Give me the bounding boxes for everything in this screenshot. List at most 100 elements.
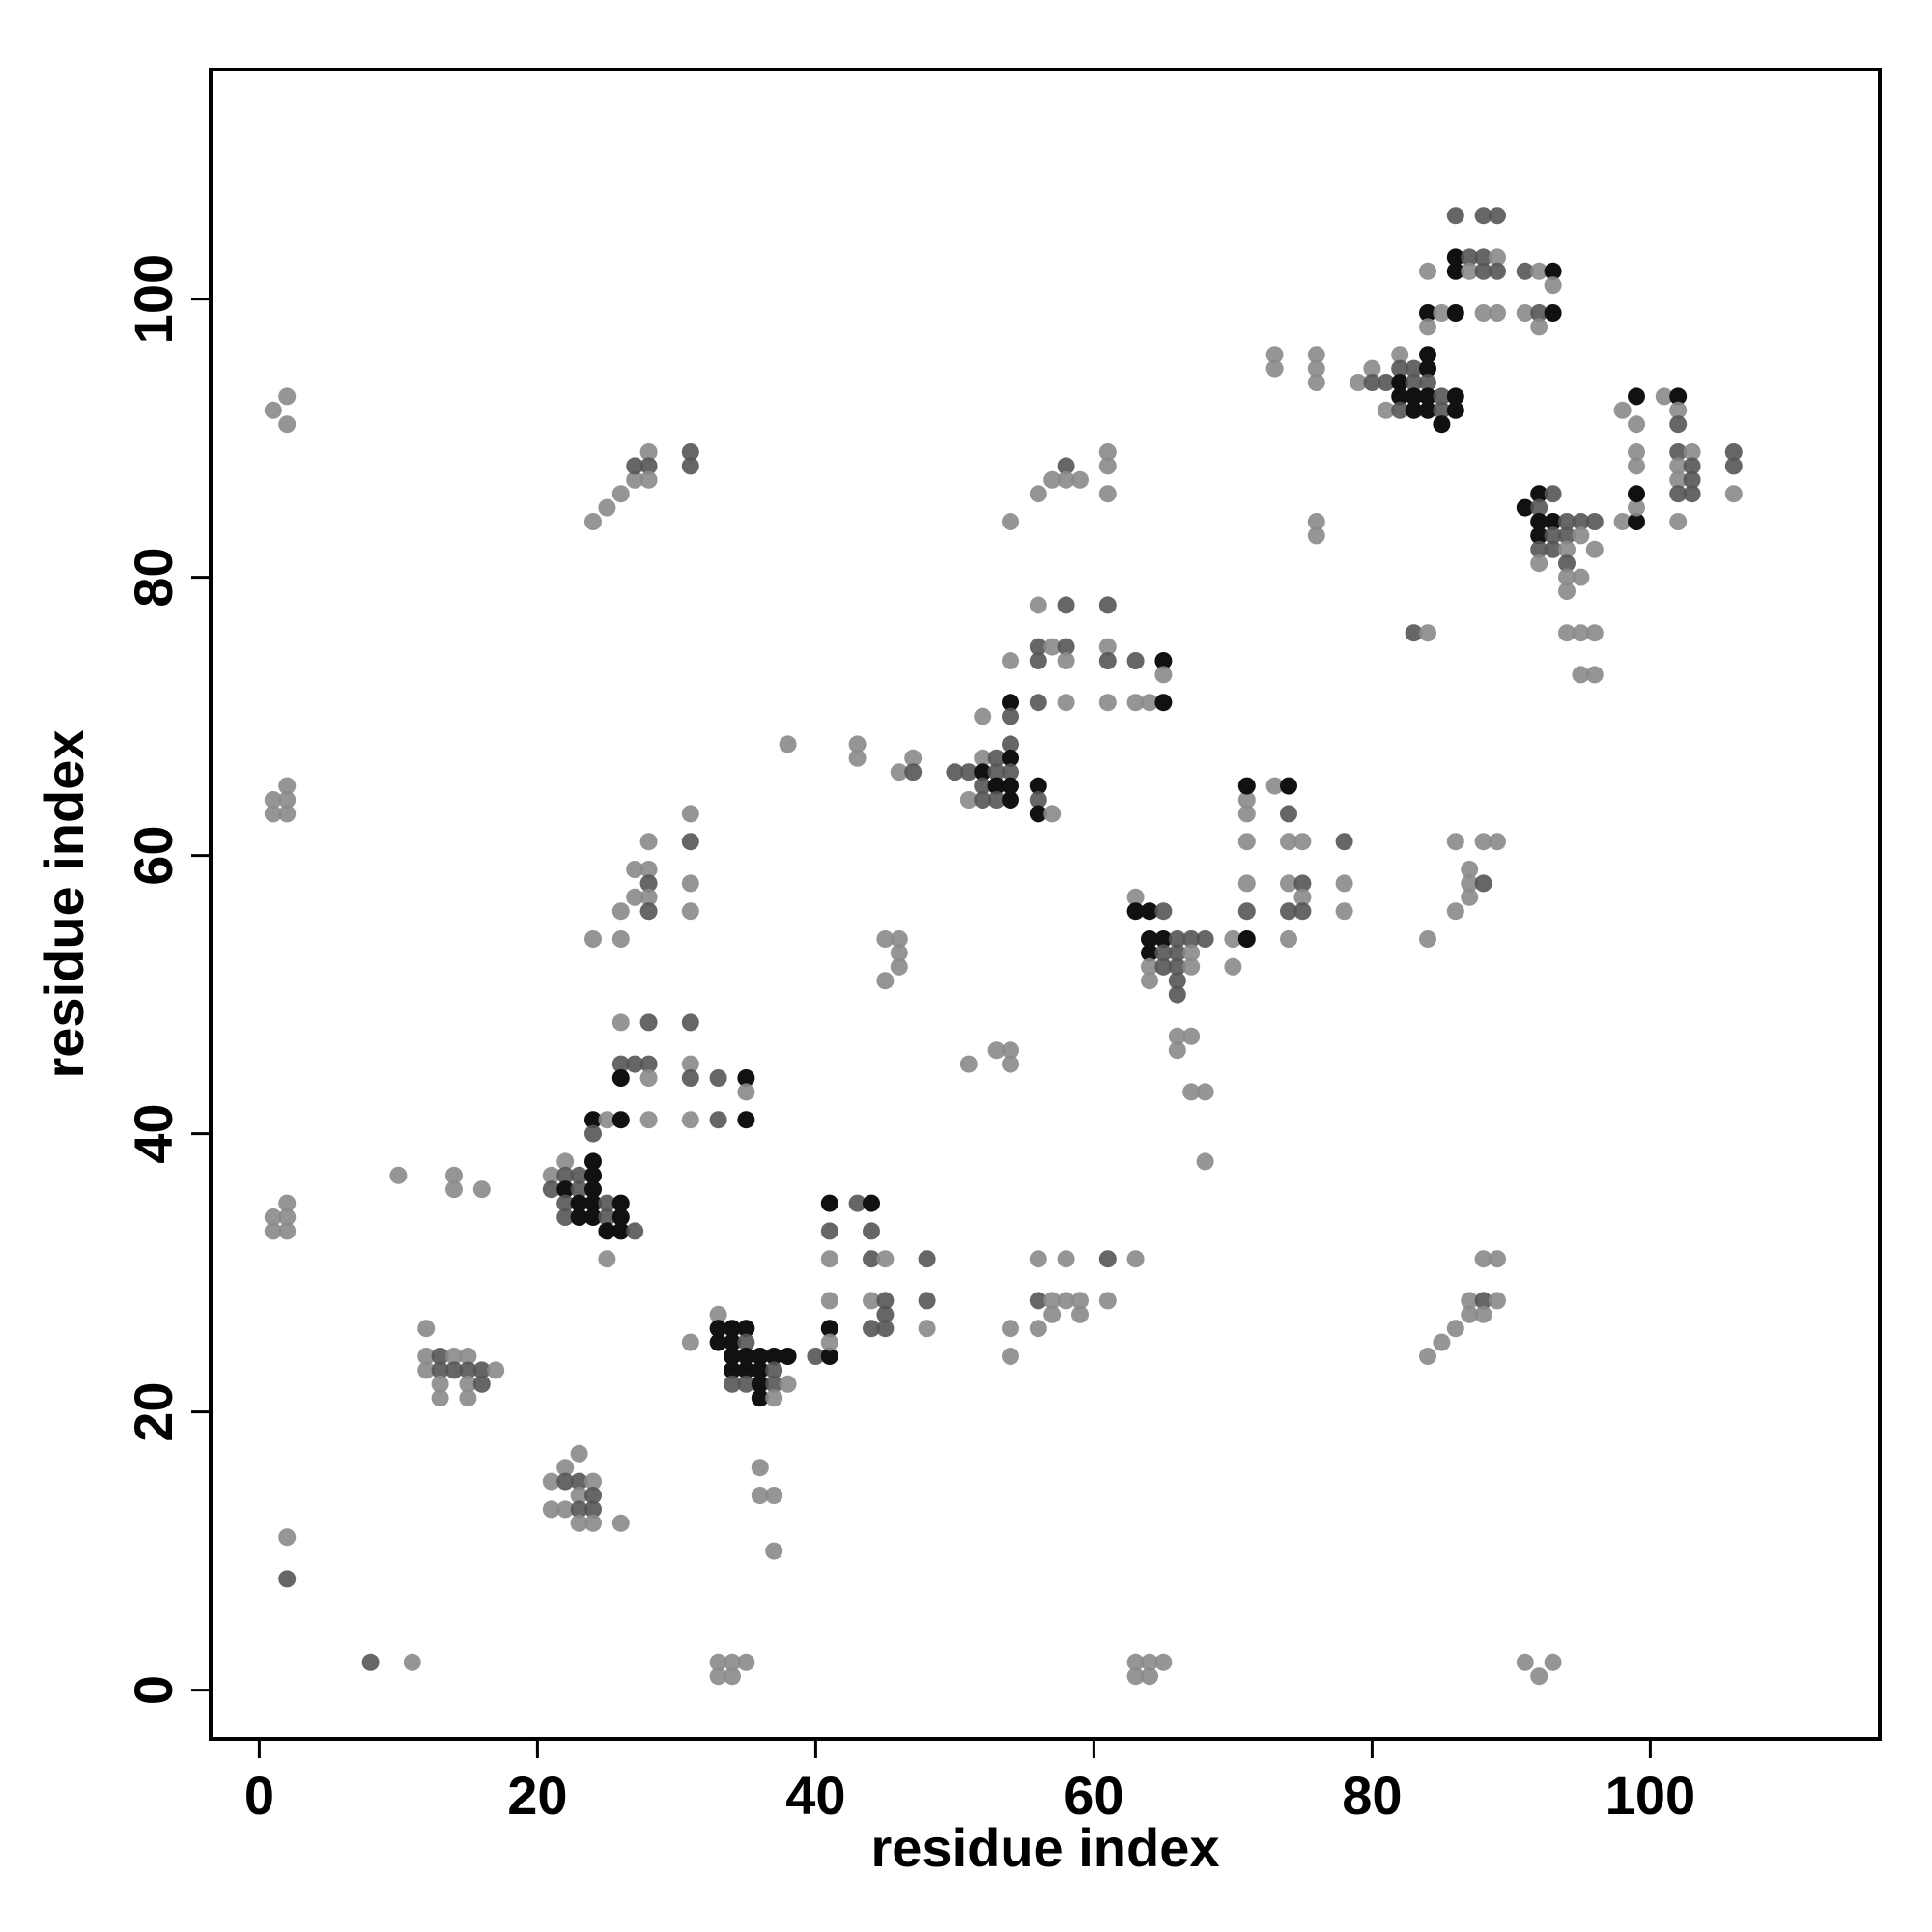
contact-point-399 [1585, 513, 1604, 530]
contact-point-407 [1585, 540, 1604, 558]
contact-point-288 [1224, 957, 1242, 976]
contact-point-163 [863, 1194, 880, 1212]
contact-point-7 [278, 805, 297, 823]
contact-point-119 [681, 443, 699, 461]
plot-frame [209, 68, 1882, 1741]
contact-point-114 [626, 470, 644, 489]
contact-point-63 [570, 1194, 588, 1212]
contact-point-279 [1168, 972, 1186, 990]
contact-point-319 [1363, 374, 1381, 391]
x-tick-label-4: 80 [1342, 1765, 1402, 1826]
contact-point-71 [611, 1208, 630, 1226]
contact-point-269 [1196, 930, 1214, 948]
contact-point-237 [1098, 485, 1117, 503]
contact-point-166 [876, 1250, 895, 1268]
contact-point-325 [1405, 374, 1423, 391]
contact-point-244 [1029, 1250, 1047, 1268]
contact-point-66 [611, 1194, 630, 1212]
contact-point-194 [987, 763, 1006, 781]
contact-point-302 [1280, 930, 1297, 948]
contact-point-5 [278, 777, 297, 795]
contact-point-400 [1530, 526, 1548, 545]
contact-point-311 [1265, 359, 1284, 378]
contact-point-225 [1141, 694, 1158, 712]
contact-point-338 [1433, 401, 1451, 419]
contact-point-232 [1057, 457, 1075, 475]
contact-point-204 [1029, 805, 1047, 823]
contact-point-180 [904, 763, 923, 781]
contact-point-192 [974, 791, 992, 809]
contact-point-368 [1544, 304, 1562, 322]
contact-point-175 [779, 735, 797, 753]
contact-point-354 [1474, 248, 1492, 267]
contact-point-366 [1544, 262, 1562, 280]
contact-point-260 [1141, 1667, 1158, 1686]
contact-point-246 [1029, 1320, 1047, 1338]
contact-point-313 [1307, 359, 1325, 378]
contact-point-355 [1474, 262, 1492, 280]
contact-point-405 [1544, 540, 1562, 558]
contact-point-47 [570, 1500, 588, 1519]
contact-point-254 [1098, 1292, 1117, 1310]
contact-point-57 [584, 1166, 602, 1184]
contact-point-165 [863, 1250, 880, 1268]
contact-point-346 [1433, 304, 1451, 322]
y-tick-label-5: 100 [123, 254, 184, 344]
contact-point-69 [584, 1208, 602, 1226]
contact-point-308 [1335, 874, 1353, 893]
contact-point-43 [570, 1487, 588, 1504]
contact-point-439 [1683, 485, 1701, 503]
contact-point-17 [389, 1166, 408, 1184]
contact-point-303 [1293, 833, 1312, 851]
contact-point-107 [681, 805, 699, 823]
contact-point-336 [1405, 401, 1423, 419]
contact-point-401 [1544, 526, 1562, 545]
contact-point-382 [1461, 1292, 1479, 1310]
contact-point-252 [1071, 1305, 1089, 1323]
contact-point-438 [1683, 470, 1701, 489]
contact-point-24 [445, 1348, 463, 1365]
contact-point-289 [1237, 930, 1256, 948]
contact-point-320 [1377, 374, 1395, 391]
contact-point-207 [1002, 694, 1019, 712]
contact-point-433 [1669, 470, 1688, 489]
contact-point-201 [1002, 791, 1019, 809]
contact-point-218 [1057, 694, 1075, 712]
contact-point-271 [1154, 944, 1173, 962]
contact-point-135 [751, 1361, 769, 1379]
contact-point-131 [765, 1348, 783, 1365]
contact-point-161 [820, 1194, 838, 1212]
contact-point-344 [1419, 304, 1436, 322]
contact-point-185 [876, 972, 895, 990]
contact-point-173 [918, 1292, 936, 1310]
contact-point-10 [278, 1194, 297, 1212]
contact-point-427 [1655, 387, 1673, 406]
contact-point-274 [1141, 957, 1158, 976]
contact-point-206 [974, 707, 992, 725]
contact-point-120 [681, 457, 699, 475]
contact-point-235 [1098, 443, 1117, 461]
contact-point-327 [1419, 359, 1436, 378]
contact-point-293 [1237, 805, 1256, 823]
contact-point-74 [626, 1222, 644, 1240]
contact-point-381 [1461, 1305, 1479, 1323]
contact-point-60 [570, 1180, 588, 1199]
contact-point-331 [1405, 387, 1423, 406]
contact-point-56 [584, 1152, 602, 1171]
contact-point-75 [598, 1250, 616, 1268]
contact-point-372 [1461, 861, 1479, 878]
contact-point-50 [584, 1514, 602, 1532]
contact-point-59 [556, 1180, 575, 1199]
contact-point-378 [1419, 1348, 1436, 1365]
contact-point-172 [918, 1250, 936, 1268]
contact-point-367 [1544, 276, 1562, 295]
contact-point-432 [1669, 457, 1688, 475]
contact-point-154 [807, 1348, 825, 1365]
contact-point-178 [890, 763, 908, 781]
contact-point-431 [1669, 443, 1688, 461]
contact-point-270 [1141, 944, 1158, 962]
contact-point-265 [1141, 930, 1158, 948]
x-axis: 0 20 40 60 80 100 [244, 1739, 1695, 1826]
contact-point-428 [1669, 387, 1688, 406]
